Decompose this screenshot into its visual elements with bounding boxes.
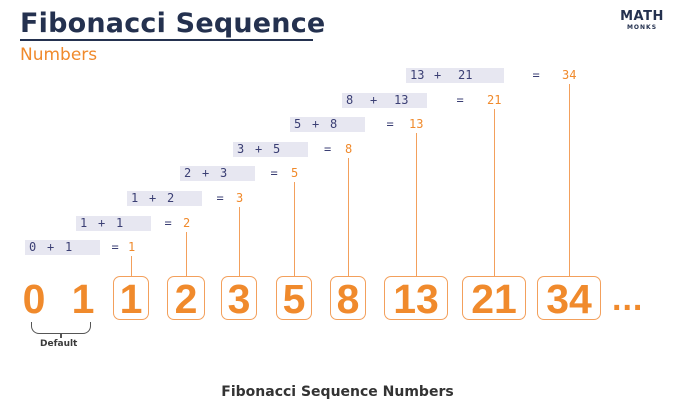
sequence-number: 8: [336, 276, 360, 322]
equation-plus: +: [149, 191, 157, 205]
equation-equals: =: [164, 216, 172, 230]
equation-addend-a: 1: [131, 191, 139, 205]
connector-line: [416, 133, 417, 276]
equation-plus: +: [370, 93, 378, 107]
sequence-box: [167, 276, 205, 320]
equation-addend-b: 5: [273, 142, 281, 156]
equation-addend-a: 8: [346, 93, 354, 107]
equation-result: 3: [236, 191, 244, 205]
equation-addend-b: 13: [394, 93, 409, 107]
equation-addend-b: 2: [167, 191, 175, 205]
logo-text-bottom: MONKS: [626, 24, 658, 31]
equation-addend-b: 3: [220, 166, 228, 180]
equation-row: 5 +8 = 13: [290, 117, 436, 132]
logo-text-top: MATH: [620, 9, 664, 24]
equation-equals: =: [270, 166, 278, 180]
equation-row: 3 +5 = 8: [233, 142, 368, 157]
equation-result: 1: [128, 240, 136, 254]
equation-highlight: [406, 68, 504, 83]
equation-addend-b: 1: [65, 240, 73, 254]
equation-plus: +: [312, 117, 320, 131]
sequence-box: [330, 276, 366, 320]
sequence-number: 5: [282, 276, 306, 322]
equation-highlight: [25, 240, 100, 255]
equation-equals: =: [532, 68, 540, 82]
equation-highlight: [127, 191, 202, 206]
sequence-box: [113, 276, 149, 320]
sequence-box: [384, 276, 448, 320]
connector-line: [348, 158, 349, 276]
equation-addend-a: 13: [410, 68, 425, 82]
sequence-number: 1: [119, 276, 143, 322]
equation-addend-b: 8: [330, 117, 338, 131]
sequence-number: 34: [546, 276, 592, 322]
equation-result: 34: [562, 68, 577, 82]
sequence-box: [537, 276, 601, 320]
page-title: Fibonacci Sequence: [20, 8, 326, 39]
sequence-number: 2: [174, 276, 198, 322]
sequence-box: [221, 276, 257, 320]
equation-highlight: [180, 166, 255, 181]
equation-equals: =: [111, 240, 119, 254]
equation-addend-a: 0: [29, 240, 37, 254]
equation-result: 8: [345, 142, 353, 156]
equation-addend-b: 1: [116, 216, 124, 230]
equation-row: 1 +1 = 2: [76, 216, 206, 231]
equation-result: 21: [487, 93, 502, 107]
connector-line: [131, 256, 132, 276]
equation-addend-b: 21: [458, 68, 473, 82]
equation-highlight: [342, 93, 427, 108]
connector-line: [569, 84, 570, 276]
equation-plus: +: [98, 216, 106, 230]
equation-addend-a: 2: [184, 166, 192, 180]
connector-line: [494, 109, 495, 276]
connector-line: [294, 182, 295, 276]
equation-row: 2 +3 = 5: [180, 166, 314, 181]
figure-caption: Fibonacci Sequence Numbers: [221, 384, 454, 400]
equation-equals: =: [216, 191, 224, 205]
sequence-box: [276, 276, 312, 320]
sequence-number: 1: [71, 276, 95, 322]
equation-row: 13 +21 = 34: [406, 68, 589, 83]
equation-plus: +: [434, 68, 442, 82]
equation-addend-a: 5: [294, 117, 302, 131]
ellipsis: ...: [612, 280, 644, 318]
equation-result: 2: [183, 216, 191, 230]
equation-plus: +: [202, 166, 210, 180]
sequence-number: 21: [471, 276, 517, 322]
equation-highlight: [76, 216, 151, 231]
equation-plus: +: [255, 142, 263, 156]
equation-equals: =: [456, 93, 464, 107]
equation-addend-a: 1: [80, 216, 88, 230]
equation-plus: +: [47, 240, 55, 254]
logo: MATH MONKS: [620, 10, 664, 32]
equation-highlight: [233, 142, 308, 157]
equation-equals: =: [386, 117, 394, 131]
page-subtitle: Numbers: [20, 45, 98, 65]
sequence-number: 13: [393, 276, 439, 322]
equation-result: 5: [291, 166, 299, 180]
equation-row: 0 +1 = 1: [25, 240, 151, 255]
sequence-box: [462, 276, 526, 320]
default-brace-tick: [60, 333, 62, 338]
connector-line: [186, 232, 187, 276]
equation-row: 8 +13 = 21: [342, 93, 514, 108]
sequence-number: 3: [227, 276, 251, 322]
default-label: Default: [40, 339, 78, 349]
equation-result: 13: [409, 117, 424, 131]
equation-highlight: [290, 117, 365, 132]
title-underline: [20, 39, 313, 41]
equation-equals: =: [324, 142, 332, 156]
equation-row: 1 +2 = 3: [127, 191, 259, 206]
connector-line: [239, 207, 240, 276]
equation-addend-a: 3: [237, 142, 245, 156]
sequence-number: 0: [22, 276, 46, 322]
